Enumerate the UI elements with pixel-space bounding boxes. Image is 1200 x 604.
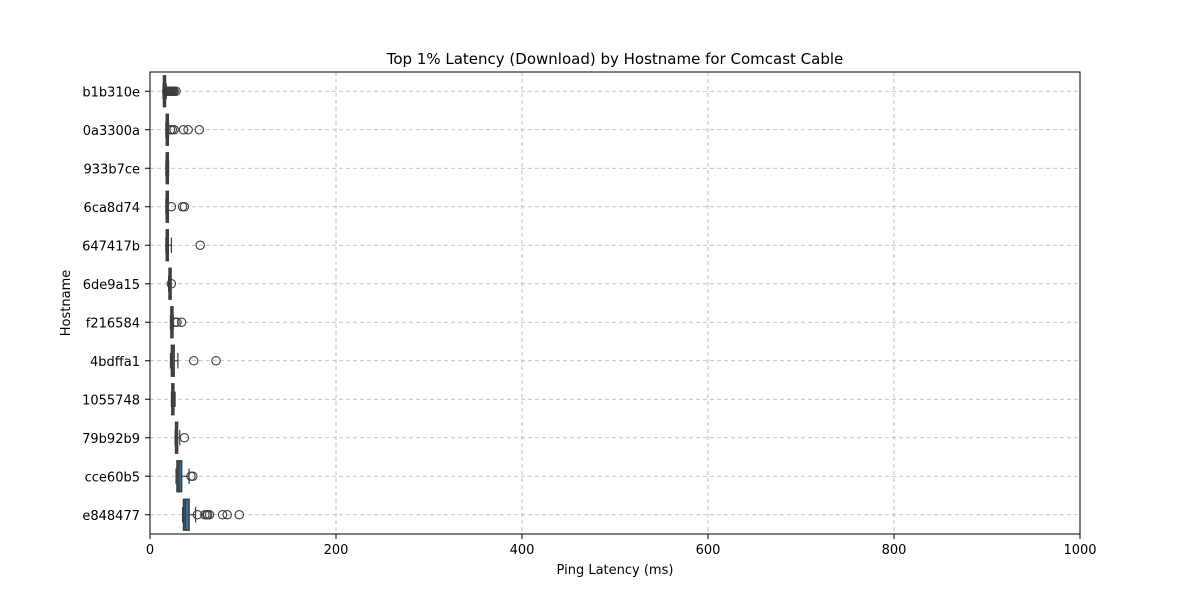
box-plot-933b7ce [165, 152, 170, 185]
x-axis-ticks: 0 200 400 600 800 1000 [146, 534, 1097, 558]
box-plot-1055748 [170, 383, 176, 416]
x-tick-label: 800 [882, 543, 907, 558]
x-tick-label: 600 [696, 543, 721, 558]
outlier-point [183, 125, 193, 135]
box-plot-6ca8d74 [165, 190, 190, 223]
y-tick-label: 1055748 [82, 393, 140, 408]
plot-frame [149, 71, 1081, 535]
y-tick-label: 933b7ce [84, 162, 140, 177]
box-plot-b1b310e [161, 75, 181, 108]
outlier-point [195, 240, 205, 251]
outlier-point [234, 509, 245, 520]
grid [149, 72, 1081, 534]
x-tick-label: 1000 [1063, 543, 1096, 558]
box-plot-f216584 [169, 306, 187, 339]
outlier-point [192, 509, 203, 520]
box-plot-6de9a15 [166, 267, 177, 300]
outlier-point [222, 509, 232, 520]
x-tick-label: 0 [146, 543, 154, 558]
y-tick-label: f216584 [86, 316, 140, 331]
outlier-point [166, 202, 177, 212]
outlier-point [188, 355, 199, 366]
y-tick-label: 4bdffa1 [90, 355, 140, 370]
outlier-point [194, 125, 205, 135]
outlier-point [166, 278, 177, 289]
outlier-point [179, 202, 190, 212]
y-axis-ticks: b1b310e 0a3300a 933b7ce 6ca8d74 647417b 6de9a… [82, 85, 150, 524]
box-plot-e848477 [181, 498, 245, 531]
x-tick-label: 200 [324, 543, 349, 558]
box-plot-647417b [165, 229, 205, 262]
outlier-point [178, 125, 189, 135]
y-tick-label: e848477 [82, 509, 140, 524]
box-plot-4bdffa1 [169, 344, 221, 377]
box-plot-0a3300a [165, 113, 205, 146]
y-tick-label: 6de9a15 [83, 278, 140, 293]
box [182, 498, 190, 531]
outlier-point [176, 317, 187, 327]
outlier-point [179, 432, 190, 443]
box-plot-79b92b9 [174, 421, 190, 454]
outlier-point [204, 509, 215, 520]
y-tick-label: 6ca8d74 [84, 201, 140, 216]
y-tick-label: 79b92b9 [82, 432, 140, 447]
x-axis-label: Ping Latency (ms) [557, 563, 674, 578]
box-plot-cce60b5 [175, 460, 198, 493]
x-tick-label: 400 [510, 543, 535, 558]
outlier-point [172, 317, 182, 327]
outlier-point [169, 125, 179, 135]
outlier-point [188, 471, 198, 481]
y-axis-label: Hostname [59, 270, 74, 336]
y-tick-label: 647417b [82, 239, 140, 254]
y-tick-label: 0a3300a [83, 124, 140, 139]
box-plots [161, 75, 245, 531]
outlier-point [171, 86, 181, 97]
y-tick-label: b1b310e [82, 85, 140, 100]
chart-title: Top 1% Latency (Download) by Hostname fo… [386, 50, 844, 68]
outlier-point [211, 355, 221, 366]
y-tick-label: cce60b5 [85, 470, 140, 485]
outlier-point [217, 509, 228, 520]
